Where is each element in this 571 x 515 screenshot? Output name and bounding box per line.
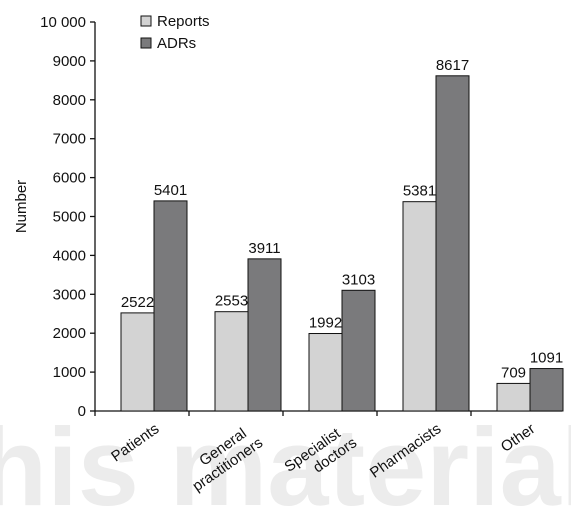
legend-swatch-reports (140, 15, 152, 27)
y-tick-label: 7000 (53, 131, 86, 148)
bar-reports-0 (120, 312, 155, 412)
y-axis-title: Number (13, 180, 30, 233)
bar-reports-4 (496, 382, 531, 412)
bar-reports-2 (308, 333, 343, 412)
data-label-reports-3: 5381 (403, 183, 436, 200)
y-tick-label: 10 000 (40, 14, 86, 31)
bar-adrs-0 (153, 200, 188, 412)
bar-adrs-3 (435, 75, 470, 412)
data-label-adrs-4: 1091 (530, 350, 563, 367)
watermark: his material (0, 406, 571, 515)
bar-adrs-2 (341, 289, 376, 412)
data-label-adrs-2: 3103 (342, 271, 375, 288)
y-tick-label: 2000 (53, 325, 86, 342)
y-tick-label: 3000 (53, 286, 86, 303)
data-label-reports-4: 709 (501, 364, 526, 381)
y-tick-label: 1000 (53, 364, 86, 381)
y-tick-label: 4000 (53, 247, 86, 264)
data-label-adrs-3: 8617 (436, 57, 469, 74)
bar-adrs-1 (247, 258, 282, 412)
data-label-reports-2: 1992 (309, 315, 342, 332)
y-tick-label: 9000 (53, 53, 86, 70)
legend-label-adrs: ADRs (157, 35, 196, 52)
data-label-reports-1: 2553 (215, 293, 248, 310)
data-label-reports-0: 2522 (121, 294, 154, 311)
bar-adrs-4 (529, 368, 564, 412)
y-tick-label: 5000 (53, 209, 86, 226)
legend-swatch-adrs (140, 37, 152, 49)
bar-reports-1 (214, 311, 249, 412)
data-label-adrs-1: 3911 (248, 240, 280, 257)
legend-label-reports: Reports (157, 13, 210, 30)
y-tick-label: 8000 (53, 92, 86, 109)
y-tick-label: 0 (78, 403, 86, 420)
y-tick-label: 6000 (53, 170, 86, 187)
bar-reports-3 (402, 201, 437, 412)
data-label-adrs-0: 5401 (154, 182, 187, 199)
